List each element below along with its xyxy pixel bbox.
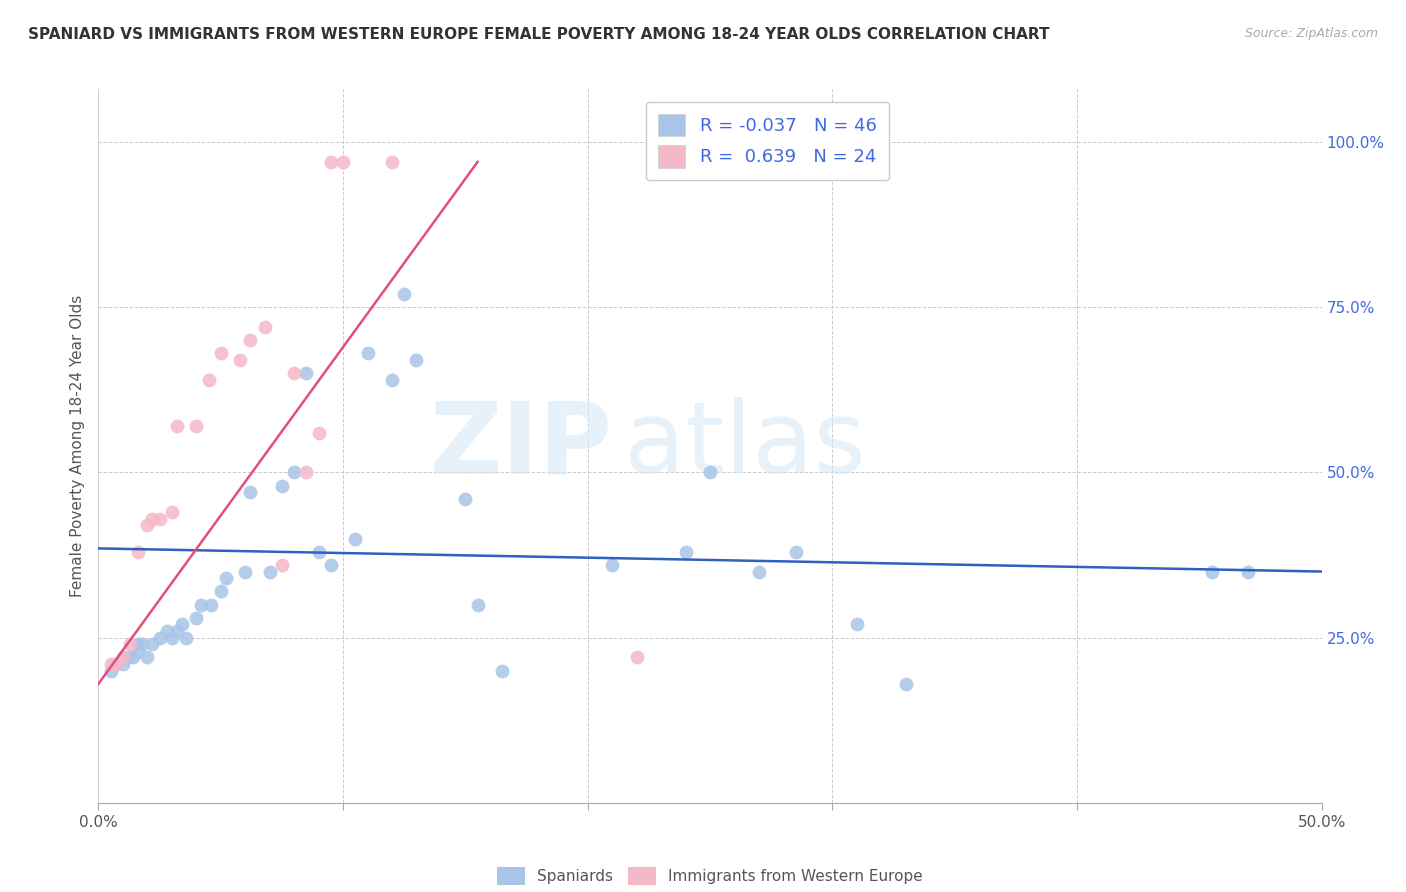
Point — [295, 466, 318, 480]
Point — [845, 617, 868, 632]
Point — [626, 650, 648, 665]
Point — [214, 571, 236, 585]
Point — [190, 598, 212, 612]
Point — [233, 565, 256, 579]
Point — [111, 650, 134, 665]
Point — [467, 598, 489, 612]
Legend: Spaniards, Immigrants from Western Europe: Spaniards, Immigrants from Western Europ… — [491, 861, 929, 891]
Point — [141, 637, 163, 651]
Point — [176, 631, 198, 645]
Point — [381, 154, 404, 169]
Point — [454, 491, 477, 506]
Point — [259, 565, 281, 579]
Point — [156, 624, 179, 638]
Point — [785, 545, 807, 559]
Point — [283, 367, 305, 381]
Point — [1201, 565, 1223, 579]
Point — [120, 637, 142, 651]
Point — [121, 650, 143, 665]
Point — [748, 565, 770, 579]
Point — [111, 657, 134, 671]
Point — [239, 333, 262, 347]
Point — [100, 664, 122, 678]
Point — [200, 598, 222, 612]
Point — [160, 631, 183, 645]
Text: SPANIARD VS IMMIGRANTS FROM WESTERN EUROPE FEMALE POVERTY AMONG 18-24 YEAR OLDS : SPANIARD VS IMMIGRANTS FROM WESTERN EURO… — [28, 27, 1050, 42]
Point — [332, 154, 354, 169]
Point — [141, 511, 163, 525]
Point — [253, 320, 276, 334]
Text: ZIP: ZIP — [429, 398, 612, 494]
Point — [149, 631, 172, 645]
Point — [170, 617, 193, 632]
Point — [308, 425, 330, 440]
Point — [356, 346, 378, 360]
Point — [166, 419, 188, 434]
Point — [117, 650, 139, 665]
Point — [229, 353, 252, 368]
Point — [392, 287, 416, 301]
Point — [894, 677, 917, 691]
Point — [136, 518, 159, 533]
Point — [270, 558, 294, 572]
Point — [160, 505, 183, 519]
Point — [283, 466, 305, 480]
Point — [295, 367, 318, 381]
Point — [104, 657, 127, 671]
Point — [197, 373, 219, 387]
Y-axis label: Female Poverty Among 18-24 Year Olds: Female Poverty Among 18-24 Year Olds — [69, 295, 84, 597]
Point — [491, 664, 513, 678]
Point — [209, 346, 232, 360]
Point — [319, 558, 342, 572]
Point — [381, 373, 404, 387]
Point — [239, 485, 262, 500]
Point — [100, 657, 122, 671]
Point — [699, 466, 721, 480]
Point — [136, 650, 159, 665]
Point — [166, 624, 188, 638]
Point — [344, 532, 367, 546]
Point — [131, 637, 153, 651]
Point — [186, 611, 208, 625]
Point — [104, 657, 127, 671]
Point — [675, 545, 697, 559]
Point — [186, 419, 208, 434]
Point — [127, 545, 149, 559]
Point — [319, 154, 342, 169]
Point — [209, 584, 232, 599]
Text: Source: ZipAtlas.com: Source: ZipAtlas.com — [1244, 27, 1378, 40]
Point — [600, 558, 623, 572]
Point — [149, 511, 172, 525]
Point — [127, 637, 149, 651]
Point — [308, 545, 330, 559]
Point — [270, 478, 294, 492]
Point — [127, 644, 149, 658]
Point — [1237, 565, 1260, 579]
Text: atlas: atlas — [624, 398, 866, 494]
Point — [405, 353, 427, 368]
